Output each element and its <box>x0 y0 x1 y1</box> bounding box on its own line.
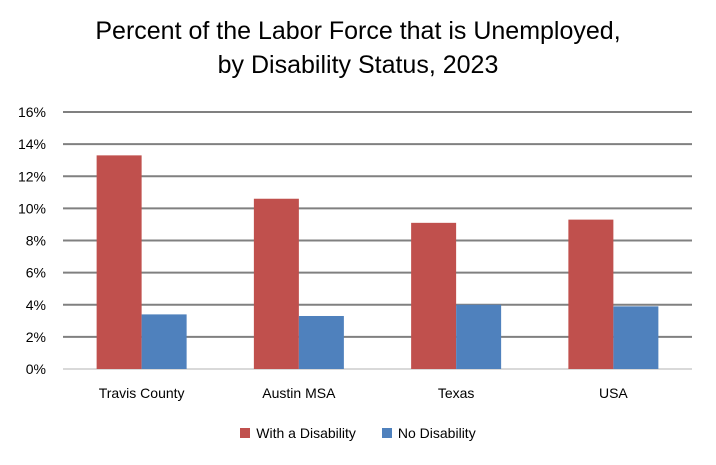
y-tick-label: 14% <box>18 136 46 152</box>
bar-with-a-disability <box>568 219 614 369</box>
bar-no-disability <box>298 315 344 369</box>
y-tick-label: 12% <box>18 168 46 184</box>
bar-with-a-disability <box>253 198 299 369</box>
bar-with-a-disability <box>96 155 142 369</box>
legend-label-no-disability: No Disability <box>397 425 476 441</box>
legend-item-with-disability: With a Disability <box>240 425 356 441</box>
legend-item-no-disability: No Disability <box>381 425 476 441</box>
legend: With a Disability No Disability <box>0 425 716 441</box>
chart-title-line2: by Disability Status, 2023 <box>217 51 499 79</box>
y-tick-label: 10% <box>18 200 46 216</box>
chart-title: Percent of the Labor Force that is Unemp… <box>0 14 716 82</box>
legend-swatch-no-disability <box>381 428 392 438</box>
legend-label-with-disability: With a Disability <box>256 425 356 441</box>
x-tick-label: Austin MSA <box>262 385 336 401</box>
y-tick-label: 4% <box>26 297 46 313</box>
bar-no-disability <box>456 304 502 369</box>
y-tick-label: 8% <box>26 233 46 249</box>
y-tick-label: 6% <box>26 265 46 281</box>
chart-title-line1: Percent of the Labor Force that is Unemp… <box>95 17 621 45</box>
legend-swatch-with-disability <box>240 428 251 438</box>
x-tick-label: Texas <box>438 385 475 401</box>
y-tick-label: 16% <box>18 104 46 120</box>
bar-no-disability <box>141 314 187 369</box>
x-tick-label: USA <box>599 385 628 401</box>
y-tick-label: 0% <box>26 361 46 377</box>
bar-with-a-disability <box>411 222 457 369</box>
x-tick-label: Travis County <box>99 385 185 401</box>
y-tick-label: 2% <box>26 329 46 345</box>
bar-no-disability <box>613 306 659 369</box>
